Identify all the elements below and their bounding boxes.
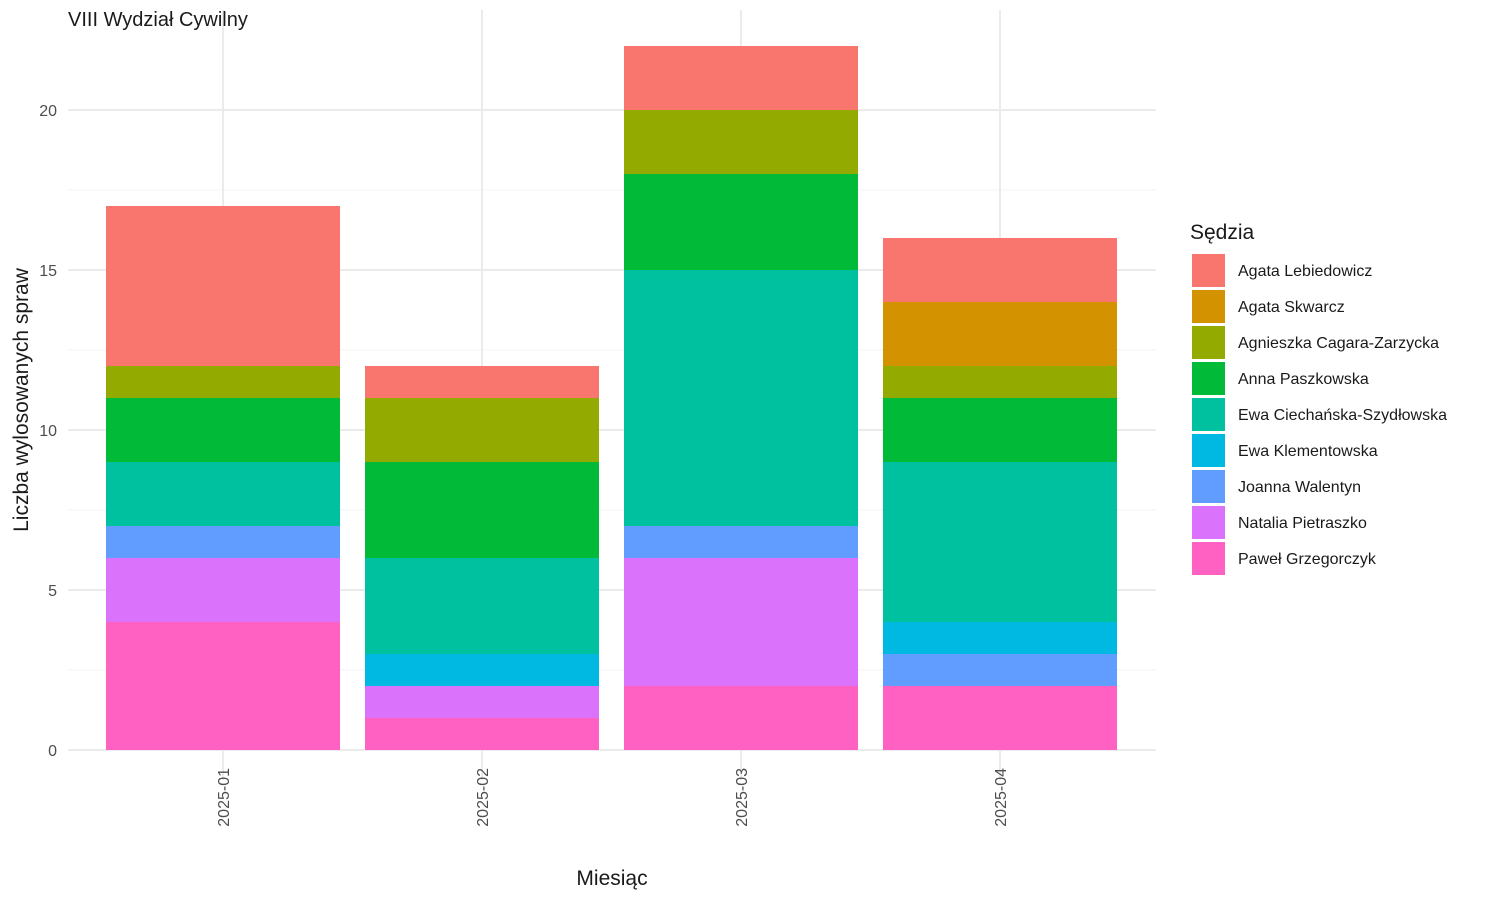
bar-segment [883,238,1117,302]
bar-segment [624,270,858,526]
legend-key [1192,398,1225,431]
bar-segment [106,462,340,526]
legend-items: Agata Lebiedowicz Agata Skwarcz Agnieszka … [1192,254,1447,575]
legend-key [1192,506,1225,539]
bars [106,46,1117,750]
legend-key [1192,254,1225,287]
legend-label: Agata Lebiedowicz [1238,263,1372,280]
legend-label: Ewa Klementowska [1238,443,1378,460]
bar-segment [365,686,599,718]
x-axis-ticks: 2025-01 2025-02 2025-03 2025-04 [216,768,1010,827]
bar-segment [883,302,1117,366]
y-tick-label: 5 [48,583,57,600]
bar-segment [106,558,340,622]
legend-key [1192,470,1225,503]
y-tick-label: 20 [39,103,57,120]
legend-label: Paweł Grzegorczyk [1238,551,1377,568]
legend-key [1192,326,1225,359]
bar-segment [883,622,1117,654]
legend-key [1192,434,1225,467]
x-tick-label: 2025-01 [216,768,233,827]
bar-segment [624,174,858,270]
bar-segment [106,366,340,398]
legend-key [1192,542,1225,575]
legend-key [1192,290,1225,323]
bar-segment [624,558,858,686]
y-tick-label: 10 [39,423,57,440]
x-axis-label: Miesiąc [576,867,647,890]
bar-segment [365,718,599,750]
legend-label: Joanna Walentyn [1238,479,1361,496]
bar-segment [883,686,1117,750]
bar-segment [365,654,599,686]
legend-label: Agata Skwarcz [1238,299,1345,316]
bar-segment [365,462,599,558]
bar-segment [106,622,340,750]
legend-label: Ewa Ciechańska-Szydłowska [1238,407,1447,424]
legend-label: Anna Paszkowska [1238,371,1369,388]
bar-segment [624,46,858,110]
bar-segment [106,398,340,462]
bar-segment [365,398,599,462]
y-tick-label: 0 [48,743,57,760]
bar-segment [883,462,1117,622]
y-tick-label: 15 [39,263,57,280]
bar-segment [365,558,599,654]
bar-segment [624,526,858,558]
bar-segment [624,110,858,174]
bar-segment [365,366,599,398]
x-tick-label: 2025-04 [993,768,1010,827]
bar-segment [883,366,1117,398]
legend-key [1192,362,1225,395]
chart-title: VIII Wydział Cywilny [68,9,248,31]
legend: Sędzia Agata Lebiedowicz Agata Skwarcz Agn… [1190,221,1447,575]
x-tick-label: 2025-03 [734,768,751,827]
y-axis-label: Liczba wylosowanych spraw [10,267,33,532]
bar-segment [106,206,340,366]
bar-segment [883,654,1117,686]
legend-label: Agnieszka Cagara-Zarzycka [1238,335,1439,352]
x-tick-label: 2025-02 [475,768,492,827]
bar-segment [883,398,1117,462]
legend-title: Sędzia [1190,221,1255,244]
legend-label: Natalia Pietraszko [1238,515,1367,532]
bar-segment [624,686,858,750]
y-axis-ticks: 0 5 10 15 20 [39,103,57,760]
bar-segment [106,526,340,558]
